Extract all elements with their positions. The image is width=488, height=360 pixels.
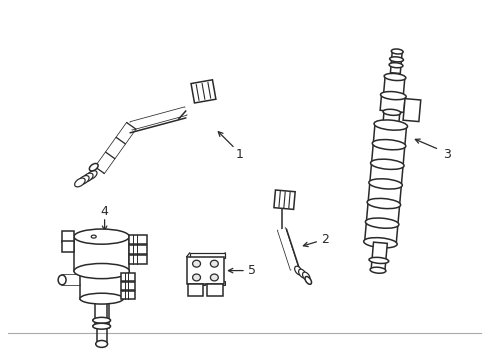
Polygon shape [372,124,406,146]
Ellipse shape [58,275,66,285]
Ellipse shape [388,63,402,68]
Polygon shape [277,228,298,270]
Ellipse shape [373,120,407,130]
Ellipse shape [298,269,305,278]
Ellipse shape [80,293,123,304]
Polygon shape [364,222,397,244]
Polygon shape [62,275,80,285]
Ellipse shape [365,218,398,228]
Ellipse shape [302,272,309,281]
Ellipse shape [305,276,311,284]
Ellipse shape [390,49,402,54]
Polygon shape [389,51,401,73]
Polygon shape [369,163,402,185]
Ellipse shape [89,163,98,171]
Ellipse shape [210,260,218,267]
Ellipse shape [93,318,110,323]
Ellipse shape [79,176,89,184]
FancyBboxPatch shape [62,231,74,242]
FancyBboxPatch shape [209,282,225,285]
Polygon shape [191,80,216,103]
Ellipse shape [192,260,200,267]
Ellipse shape [363,238,396,248]
FancyBboxPatch shape [187,284,203,296]
Ellipse shape [389,57,403,62]
Polygon shape [370,242,386,271]
Ellipse shape [210,274,218,281]
Text: 2: 2 [321,233,328,246]
FancyBboxPatch shape [121,291,135,299]
Text: 4: 4 [101,204,108,217]
FancyBboxPatch shape [129,235,147,244]
Ellipse shape [91,235,96,238]
Polygon shape [402,99,420,122]
Ellipse shape [96,341,107,347]
Polygon shape [130,107,186,130]
Ellipse shape [384,73,405,81]
Bar [80,271,123,299]
Bar [74,237,129,271]
Polygon shape [95,123,136,173]
FancyBboxPatch shape [121,282,135,290]
FancyBboxPatch shape [186,257,224,284]
FancyBboxPatch shape [62,241,74,252]
Polygon shape [379,95,405,112]
FancyBboxPatch shape [189,253,225,258]
Polygon shape [383,76,404,95]
Ellipse shape [294,266,302,275]
Ellipse shape [74,229,129,244]
Ellipse shape [75,178,85,187]
Ellipse shape [368,257,388,264]
FancyBboxPatch shape [129,245,147,254]
FancyBboxPatch shape [129,255,147,264]
Ellipse shape [192,274,200,281]
Polygon shape [273,190,295,210]
Ellipse shape [366,198,400,209]
FancyBboxPatch shape [121,273,135,281]
Ellipse shape [74,264,129,279]
Text: 3: 3 [442,148,450,161]
Polygon shape [371,143,404,166]
Text: 1: 1 [236,148,244,161]
FancyBboxPatch shape [189,282,205,285]
Polygon shape [366,202,399,225]
Ellipse shape [93,323,110,329]
Ellipse shape [82,173,93,182]
Bar [95,299,108,328]
Ellipse shape [370,159,403,170]
Ellipse shape [86,171,97,180]
Text: 5: 5 [247,264,255,277]
Ellipse shape [368,179,402,189]
Ellipse shape [380,91,406,100]
FancyBboxPatch shape [207,284,223,296]
Ellipse shape [369,267,385,273]
Ellipse shape [382,109,400,115]
Polygon shape [382,112,399,125]
Ellipse shape [371,140,405,150]
Polygon shape [367,183,401,205]
